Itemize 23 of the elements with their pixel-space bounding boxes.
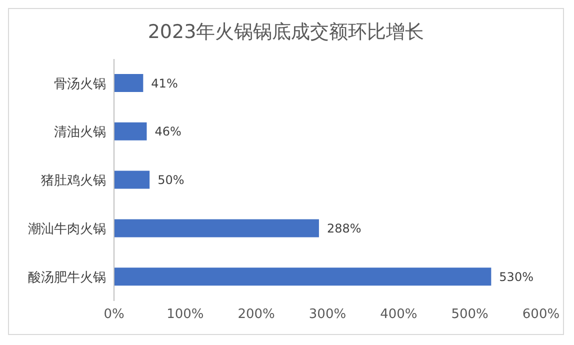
chart-title: 2023年火锅锅底成交额环比增长	[146, 20, 426, 45]
x-tick-label: 100%	[166, 307, 204, 322]
bar	[114, 170, 150, 189]
bar	[114, 268, 492, 286]
x-tick-label: 600%	[522, 307, 560, 322]
x-tick-label: 200%	[238, 307, 275, 322]
data-label: 46%	[154, 124, 182, 139]
bar	[114, 219, 319, 238]
x-tick-label: 400%	[380, 307, 418, 322]
y-tick-label: 骨汤火锅	[54, 76, 106, 92]
data-label: 530%	[499, 270, 534, 284]
data-label: 41%	[151, 76, 178, 90]
x-tick-label: 500%	[451, 307, 488, 322]
bar	[114, 74, 144, 92]
data-label: 288%	[326, 221, 362, 236]
data-label: 50%	[158, 173, 184, 188]
x-tick-label: 0%	[104, 307, 124, 322]
bar	[114, 122, 147, 140]
y-tick-label: 潮汕牛肉火锅	[28, 222, 106, 238]
y-tick-label: 酸汤肥牛火锅	[28, 270, 106, 286]
x-tick-label: 300%	[308, 307, 346, 322]
y-tick-label: 猪肚鸡火锅	[41, 174, 106, 189]
y-tick-label: 清油火锅	[54, 125, 106, 140]
